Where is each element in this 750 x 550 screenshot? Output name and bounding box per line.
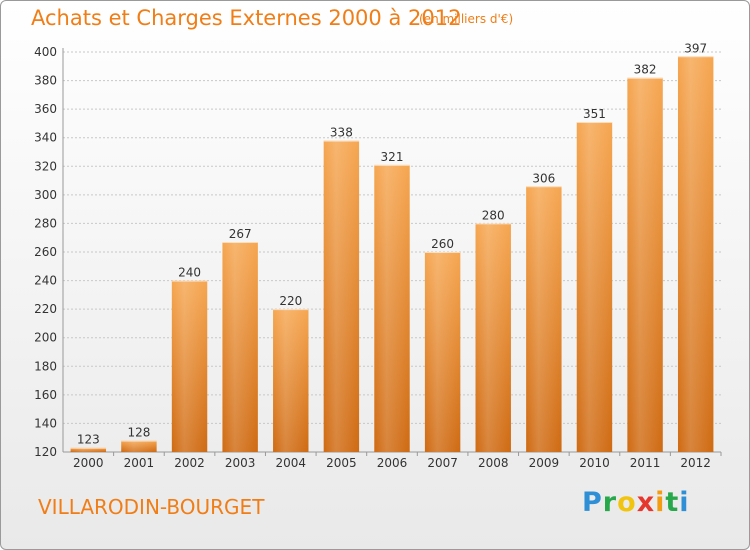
x-tick-label: 2008 bbox=[478, 456, 509, 470]
x-tick-label: 2006 bbox=[377, 456, 408, 470]
x-tick-label: 2009 bbox=[529, 456, 560, 470]
bar-highlight bbox=[424, 252, 461, 452]
y-tick-label: 140 bbox=[34, 416, 57, 430]
y-tick-label: 180 bbox=[34, 359, 57, 373]
bar-value-label: 351 bbox=[583, 107, 606, 121]
y-tick-label: 340 bbox=[34, 131, 57, 145]
y-tick-label: 160 bbox=[34, 388, 57, 402]
bar-highlight bbox=[627, 77, 663, 452]
bar-highlight bbox=[374, 164, 410, 452]
bar-highlight bbox=[323, 140, 360, 453]
bar-highlight bbox=[475, 223, 511, 452]
y-tick-label: 380 bbox=[34, 74, 57, 88]
y-tick-label: 360 bbox=[34, 102, 57, 116]
x-tick-label: 2003 bbox=[225, 456, 256, 470]
y-tick-label: 240 bbox=[34, 274, 57, 288]
chart-title: Achats et Charges Externes 2000 à 2012 bbox=[31, 6, 462, 30]
x-tick-label: 2010 bbox=[579, 456, 610, 470]
bar-value-label: 240 bbox=[178, 266, 201, 280]
chart-unit-note: (en milliers d'€) bbox=[419, 12, 514, 26]
x-tick-label: 2004 bbox=[275, 456, 306, 470]
bar-highlight bbox=[576, 122, 613, 452]
bar-highlight bbox=[222, 242, 258, 452]
bar-value-label: 123 bbox=[77, 433, 100, 447]
y-tick-label: 200 bbox=[34, 331, 57, 345]
city-name: VILLARODIN-BOURGET bbox=[38, 495, 265, 519]
x-tick-label: 2002 bbox=[174, 456, 205, 470]
x-tick-label: 2007 bbox=[427, 456, 458, 470]
bar-highlight bbox=[677, 56, 714, 453]
x-tick-label: 2001 bbox=[124, 456, 155, 470]
bar-highlight bbox=[121, 440, 157, 452]
bar-value-label: 128 bbox=[127, 426, 150, 440]
y-tick-label: 120 bbox=[34, 445, 57, 459]
bar-value-label: 321 bbox=[381, 150, 404, 164]
y-tick-label: 220 bbox=[34, 302, 57, 316]
y-tick-label: 260 bbox=[34, 245, 57, 259]
bar-chart: 120 140 160 180 200 220 240 260 280 300 320 340 360 3… bbox=[34, 41, 722, 470]
bar-value-label: 260 bbox=[431, 237, 454, 251]
bar-value-label: 280 bbox=[482, 208, 505, 222]
bar-highlight bbox=[171, 280, 208, 452]
bar-value-label: 220 bbox=[279, 294, 302, 308]
bar-value-label: 267 bbox=[229, 227, 252, 241]
bar-highlight bbox=[70, 447, 107, 452]
y-tick-label: 320 bbox=[34, 159, 57, 173]
y-tick-label: 280 bbox=[34, 216, 57, 230]
bar-value-label: 382 bbox=[634, 63, 657, 77]
x-tick-label: 2012 bbox=[680, 456, 711, 470]
bar-value-label: 338 bbox=[330, 126, 353, 140]
bar-value-label: 306 bbox=[532, 171, 555, 185]
bar-value-label: 397 bbox=[684, 41, 707, 55]
proxiti-logo: Proxiti bbox=[582, 487, 690, 518]
y-tick-label: 400 bbox=[34, 45, 57, 59]
y-tick-label: 300 bbox=[34, 188, 57, 202]
x-tick-label: 2011 bbox=[630, 456, 661, 470]
x-tick-label: 2000 bbox=[73, 456, 104, 470]
bar-highlight bbox=[526, 186, 562, 453]
bar-highlight bbox=[273, 309, 309, 452]
x-tick-label: 2005 bbox=[326, 456, 357, 470]
